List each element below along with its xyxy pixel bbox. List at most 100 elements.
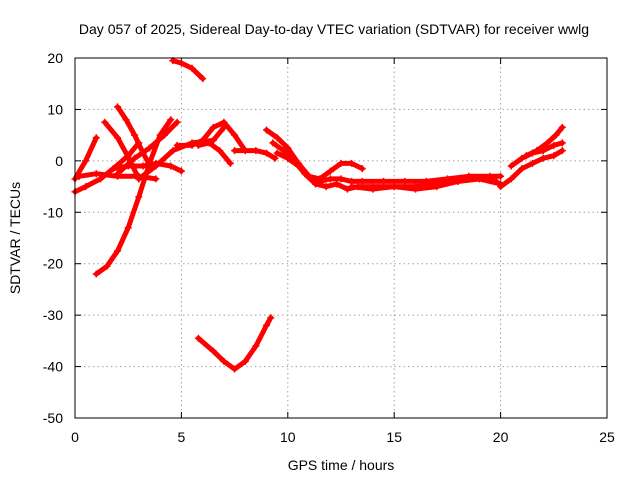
data-point xyxy=(135,193,143,201)
data-point xyxy=(252,147,260,155)
series-track-4 xyxy=(102,119,142,182)
data-point xyxy=(550,141,558,149)
data-point xyxy=(558,139,566,147)
data-point xyxy=(337,175,345,183)
series-track-17 xyxy=(274,150,365,182)
data-point xyxy=(497,183,505,191)
data-point xyxy=(411,185,419,193)
data-point xyxy=(145,144,153,152)
x-tick-label: 5 xyxy=(178,429,186,445)
data-point xyxy=(114,134,122,142)
data-point xyxy=(507,162,515,170)
grid-lines xyxy=(75,58,607,418)
y-axis-label: SDTVAR / TECUs xyxy=(7,182,23,294)
data-point xyxy=(231,131,239,139)
data-point xyxy=(109,165,117,173)
data-point xyxy=(209,123,217,131)
y-tick-label: -10 xyxy=(43,204,63,220)
x-tick-label: 10 xyxy=(280,429,296,445)
data-point xyxy=(231,365,239,373)
data-point xyxy=(273,149,281,157)
axis-ticks: 0 5 10 15 20 25 20 10 0 -10 -20 -30 -40 -50 xyxy=(43,50,615,445)
data-point xyxy=(209,136,217,144)
data-point xyxy=(316,175,324,183)
data-point xyxy=(333,180,341,188)
data-point xyxy=(169,147,177,155)
data-point xyxy=(252,342,260,350)
data-point xyxy=(160,131,168,139)
y-tick-label: -40 xyxy=(43,359,63,375)
data-point xyxy=(401,177,409,185)
data-point xyxy=(167,116,175,124)
data-point xyxy=(454,177,462,185)
y-tick-label: -30 xyxy=(43,307,63,323)
x-tick-label: 20 xyxy=(493,429,509,445)
data-point xyxy=(241,357,249,365)
data-point xyxy=(543,139,551,147)
x-tick-label: 25 xyxy=(599,429,615,445)
data-point xyxy=(518,154,526,162)
data-point xyxy=(284,144,292,152)
data-point xyxy=(82,183,90,191)
data-point xyxy=(103,262,111,270)
data-point xyxy=(122,116,130,124)
data-point xyxy=(390,183,398,191)
data-point xyxy=(552,131,560,139)
data-point xyxy=(92,270,100,278)
data-point xyxy=(173,141,181,149)
data-point xyxy=(343,185,351,193)
x-tick-label: 15 xyxy=(386,429,402,445)
data-point xyxy=(558,147,566,155)
data-point xyxy=(369,185,377,193)
data-point xyxy=(194,141,202,149)
series-group xyxy=(71,57,566,373)
data-point xyxy=(263,321,271,329)
data-point xyxy=(177,59,185,67)
data-point xyxy=(263,126,271,134)
data-point xyxy=(294,162,302,170)
data-point xyxy=(131,131,139,139)
y-tick-label: -20 xyxy=(43,256,63,272)
data-point xyxy=(241,147,249,155)
data-point xyxy=(263,149,271,157)
data-point xyxy=(226,159,234,167)
data-point xyxy=(75,172,83,180)
data-point xyxy=(507,175,515,183)
y-tick-label: 10 xyxy=(47,101,63,117)
series-track-18 xyxy=(349,176,504,192)
data-point xyxy=(497,172,505,180)
data-point xyxy=(358,177,366,185)
data-point xyxy=(433,183,441,191)
data-point xyxy=(475,175,483,183)
data-point xyxy=(322,183,330,191)
data-point xyxy=(358,165,366,173)
data-point xyxy=(216,147,224,155)
data-point xyxy=(131,154,139,162)
data-point xyxy=(188,64,196,72)
data-point xyxy=(539,154,547,162)
data-point xyxy=(124,224,132,232)
data-point xyxy=(114,170,122,178)
y-tick-label: 0 xyxy=(55,153,63,169)
data-point xyxy=(188,141,196,149)
data-point xyxy=(114,103,122,111)
data-point xyxy=(114,247,122,255)
data-point xyxy=(167,162,175,170)
data-point xyxy=(173,118,181,126)
data-point xyxy=(305,172,313,180)
data-point xyxy=(529,159,537,167)
data-point xyxy=(177,167,185,175)
data-point xyxy=(152,162,160,170)
data-point xyxy=(82,157,90,165)
data-point xyxy=(348,183,356,191)
data-point xyxy=(550,152,558,160)
data-point xyxy=(101,118,109,126)
data-point xyxy=(209,347,217,355)
data-point xyxy=(267,314,275,322)
y-tick-label: 20 xyxy=(47,50,63,66)
data-point xyxy=(284,154,292,162)
data-point xyxy=(380,177,388,185)
series-track-10 xyxy=(170,58,206,82)
plot-frame xyxy=(74,57,608,419)
